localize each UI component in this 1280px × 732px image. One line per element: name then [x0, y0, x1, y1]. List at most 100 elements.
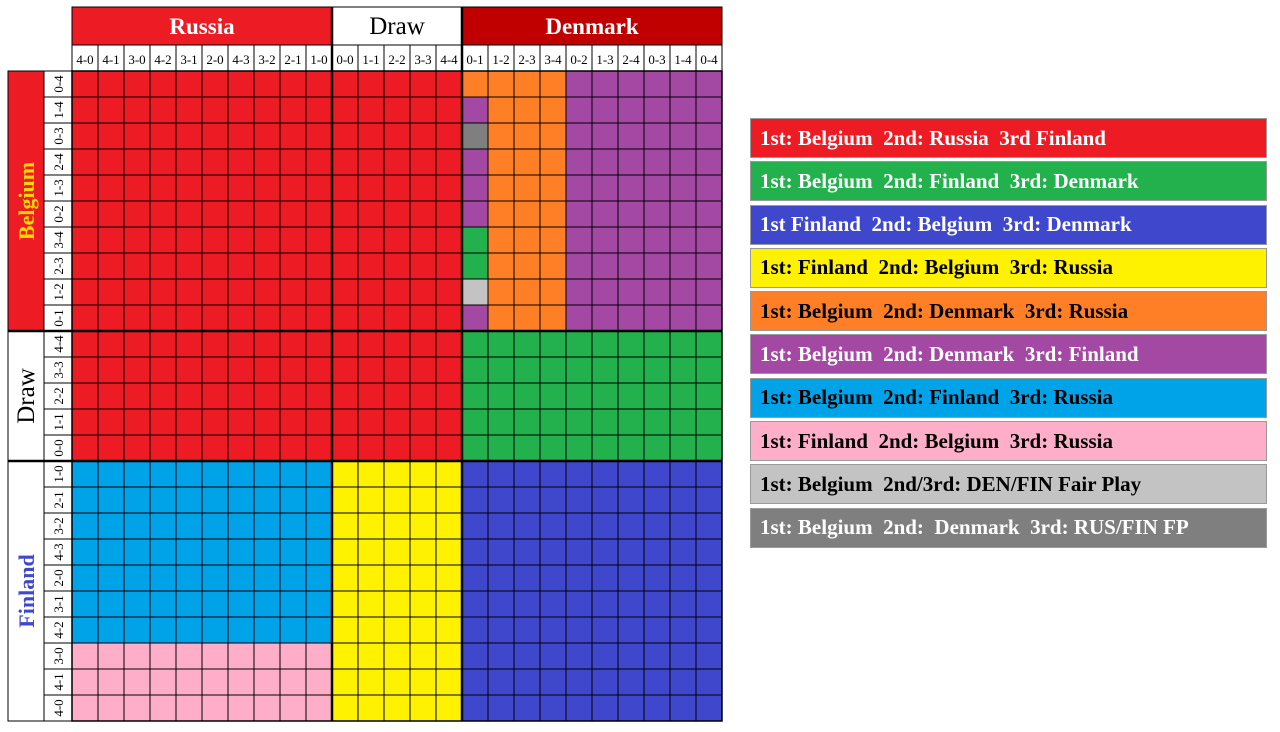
grid-cell: [253, 460, 281, 488]
grid-cell: [201, 512, 229, 540]
grid-cell: [695, 148, 723, 176]
grid-cell: [435, 460, 463, 488]
grid-cell: [149, 564, 177, 592]
grid-cell: [279, 278, 307, 306]
grid-cell: [331, 512, 359, 540]
grid-cell: [539, 278, 567, 306]
grid-cell: [227, 330, 255, 358]
grid-cell: [435, 668, 463, 696]
grid-cell: [71, 642, 99, 670]
grid-cell: [643, 616, 671, 644]
grid-cell: [357, 356, 385, 384]
grid-cell: [383, 252, 411, 280]
grid-cell: [695, 538, 723, 566]
grid-cell: [409, 304, 437, 332]
legend-entry: 1st: Belgium 2nd/3rd: DEN/FIN Fair Play: [750, 464, 1267, 505]
row-tick-label: 4-1: [51, 673, 66, 690]
grid-cell: [461, 408, 489, 436]
grid-cell: [279, 642, 307, 670]
grid-cell: [331, 122, 359, 150]
grid-cell: [253, 200, 281, 228]
grid-cell: [617, 538, 645, 566]
grid-cell: [487, 616, 515, 644]
grid-cell: [669, 330, 697, 358]
grid-cell: [669, 538, 697, 566]
grid-cell: [513, 434, 541, 462]
grid-cell: [279, 252, 307, 280]
grid-cell: [71, 200, 99, 228]
grid-cell: [97, 668, 125, 696]
grid-cell: [253, 330, 281, 358]
grid-cell: [97, 642, 125, 670]
grid-cell: [669, 200, 697, 228]
grid-cell: [695, 174, 723, 202]
grid-cell: [513, 226, 541, 254]
grid-cell: [305, 356, 333, 384]
grid-cell: [591, 200, 619, 228]
grid-cell: [643, 434, 671, 462]
grid-cell: [487, 200, 515, 228]
grid-cell: [71, 434, 99, 462]
grid-cell: [461, 382, 489, 410]
grid-cell: [201, 200, 229, 228]
grid-cell: [461, 668, 489, 696]
column-label-box: [175, 44, 203, 72]
grid-cell: [253, 70, 281, 98]
grid-cell: [695, 330, 723, 358]
legend-entry: 1st: Belgium 2nd: Denmark 3rd: Russia: [750, 291, 1267, 332]
grid-cell: [695, 304, 723, 332]
grid-cell: [149, 278, 177, 306]
grid-cell: [97, 278, 125, 306]
grid-cell: [253, 538, 281, 566]
grid-cell: [149, 330, 177, 358]
grid-cell: [123, 460, 151, 488]
grid-cell: [175, 278, 203, 306]
column-tick-label: 0-4: [700, 52, 718, 67]
grid-cell: [513, 174, 541, 202]
grid-cell: [435, 330, 463, 358]
grid-cell: [409, 434, 437, 462]
grid-cell: [695, 382, 723, 410]
grid-cell: [487, 486, 515, 514]
grid-cell: [175, 694, 203, 722]
grid-cell: [383, 200, 411, 228]
grid-cell: [175, 174, 203, 202]
grid-cell: [591, 512, 619, 540]
grid-cell: [617, 70, 645, 98]
grid-cell: [539, 512, 567, 540]
grid-cell: [331, 356, 359, 384]
column-label-box: [539, 44, 567, 72]
grid-cell: [97, 330, 125, 358]
grid-cell: [669, 668, 697, 696]
grid-cell: [331, 70, 359, 98]
grid-cell: [669, 408, 697, 436]
grid-cell: [331, 590, 359, 618]
grid-cell: [383, 486, 411, 514]
grid-cell: [487, 122, 515, 150]
grid-cell: [357, 122, 385, 150]
grid-cell: [461, 460, 489, 488]
grid-cell: [487, 304, 515, 332]
row-label-box: [43, 668, 73, 696]
grid-cell: [357, 512, 385, 540]
grid-cell: [409, 200, 437, 228]
grid-cell: [409, 174, 437, 202]
grid-cell: [279, 512, 307, 540]
grid-cell: [71, 252, 99, 280]
grid-cell: [487, 668, 515, 696]
grid-cell: [383, 382, 411, 410]
grid-cell: [539, 252, 567, 280]
grid-cell: [565, 174, 593, 202]
row-label-box: [43, 174, 73, 202]
grid-cell: [669, 434, 697, 462]
grid-cell: [591, 408, 619, 436]
row-label-box: [43, 434, 73, 462]
grid-cell: [71, 590, 99, 618]
grid-cell: [487, 252, 515, 280]
grid-cell: [71, 538, 99, 566]
grid-cell: [201, 96, 229, 124]
column-tick-label: 1-0: [310, 52, 327, 67]
grid-cell: [409, 512, 437, 540]
grid-cell: [201, 486, 229, 514]
grid-cell: [279, 382, 307, 410]
